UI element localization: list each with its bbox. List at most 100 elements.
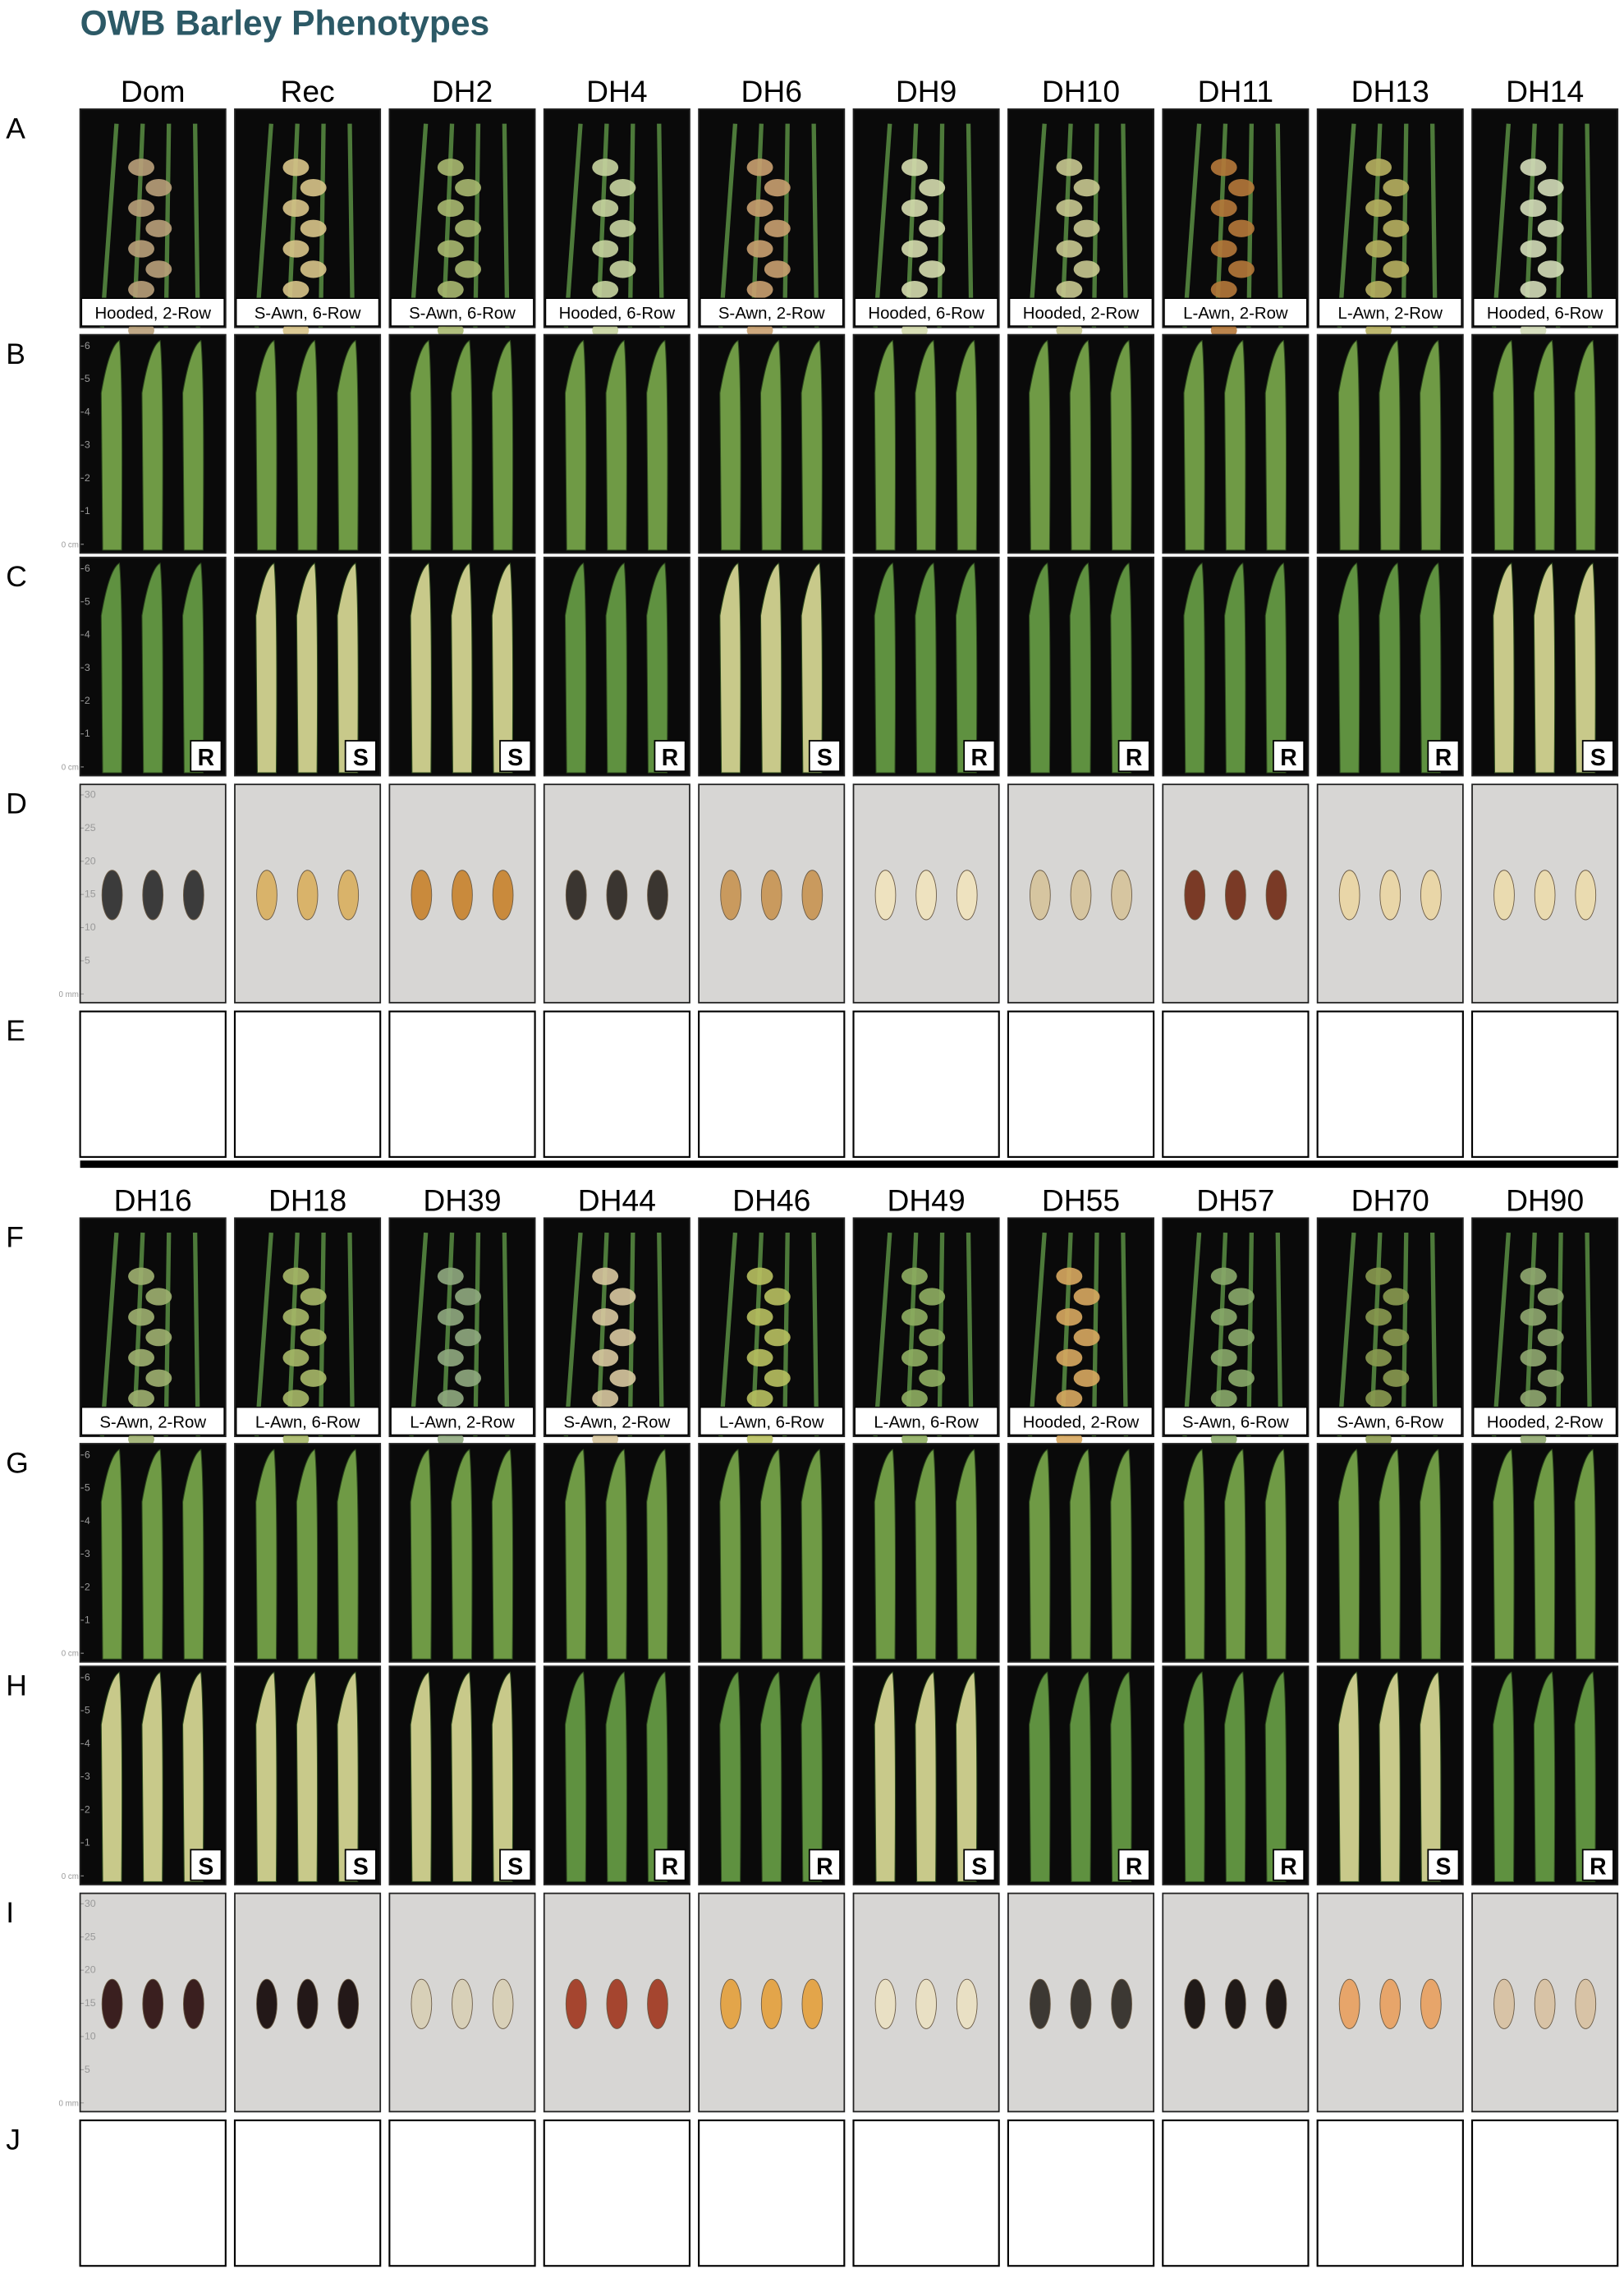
leaf-photo bbox=[543, 1443, 690, 1663]
stem bbox=[1429, 123, 1438, 328]
spikelet bbox=[901, 1389, 928, 1408]
scale-label: 25 bbox=[85, 822, 96, 834]
scale-label: 3 bbox=[85, 662, 90, 673]
rust-badge bbox=[190, 1849, 222, 1881]
scale-label: 4 bbox=[85, 1738, 90, 1749]
seed-photo bbox=[1162, 783, 1310, 1004]
empty-box bbox=[1162, 1010, 1310, 1158]
leaf bbox=[296, 1449, 319, 1660]
spikelet bbox=[1365, 240, 1392, 258]
leaf bbox=[915, 1449, 937, 1660]
phenotype-label: L-Awn, 2-Row bbox=[1183, 305, 1288, 323]
rust-photo: S bbox=[234, 1665, 382, 1885]
leaf bbox=[801, 339, 823, 551]
leaf bbox=[759, 339, 782, 551]
seed bbox=[565, 1978, 587, 2029]
spikelet bbox=[919, 1288, 946, 1306]
rust-score: R bbox=[971, 745, 988, 771]
rust-photo: R bbox=[543, 1665, 690, 1885]
phenotype-box bbox=[1163, 1406, 1308, 1436]
seed bbox=[101, 1978, 123, 2029]
figure-title: OWB Barley Phenotypes bbox=[80, 4, 490, 44]
scale-label: 0 cm bbox=[62, 1872, 79, 1881]
spikelet bbox=[746, 199, 773, 218]
row-label: J bbox=[6, 2123, 21, 2156]
line-name: DH11 bbox=[1198, 74, 1273, 108]
spikelet bbox=[609, 1328, 636, 1347]
spikelet bbox=[437, 281, 464, 299]
leaf bbox=[1574, 562, 1596, 774]
rust-badge bbox=[654, 740, 686, 773]
empty-box bbox=[1007, 1010, 1155, 1158]
leaf bbox=[801, 562, 823, 774]
rust-badge bbox=[808, 740, 841, 773]
leaf bbox=[491, 339, 514, 551]
leaf-photo bbox=[1471, 1443, 1619, 1663]
spike-photo: Hooded, 2-Row bbox=[1471, 1217, 1619, 1449]
photo-frame bbox=[1471, 1217, 1619, 1438]
leaf-photo bbox=[388, 1443, 536, 1663]
spikelet bbox=[1520, 281, 1547, 299]
seed bbox=[142, 870, 164, 921]
seed bbox=[452, 1978, 473, 2029]
leaf-photo bbox=[698, 333, 846, 554]
line-name: DH57 bbox=[1196, 1183, 1274, 1217]
row-label: B bbox=[6, 338, 25, 370]
spikelet bbox=[282, 240, 310, 258]
leaf bbox=[182, 339, 204, 551]
leaf bbox=[410, 1671, 432, 1882]
leaf bbox=[915, 1671, 937, 1882]
leaf bbox=[759, 1449, 782, 1660]
spikelet bbox=[128, 158, 154, 177]
rust-score: S bbox=[507, 1854, 523, 1881]
phenotype-box bbox=[390, 1406, 534, 1436]
row-label: C bbox=[6, 560, 27, 593]
rust-score: S bbox=[1435, 1854, 1451, 1881]
line-name: DH9 bbox=[896, 74, 957, 108]
scale-label: 6 bbox=[85, 1671, 90, 1683]
scale-label: 4 bbox=[85, 406, 90, 417]
seed bbox=[1420, 870, 1442, 921]
photo-frame bbox=[388, 1217, 536, 1438]
leaf bbox=[1264, 1449, 1287, 1660]
leaf-photo bbox=[852, 333, 1000, 554]
leaf bbox=[100, 339, 123, 551]
seed-photo bbox=[698, 783, 846, 1004]
leaf bbox=[564, 1671, 587, 1882]
leaf bbox=[1574, 1449, 1596, 1660]
stem bbox=[192, 1232, 200, 1437]
seed-photo bbox=[698, 1892, 846, 2113]
line-name: DH13 bbox=[1351, 74, 1429, 108]
leaf-photo bbox=[388, 333, 536, 554]
spikelet bbox=[1056, 158, 1083, 177]
leaf bbox=[1493, 562, 1515, 774]
spike-photo: Hooded, 2-Row bbox=[1007, 1217, 1154, 1449]
empty-box bbox=[698, 1010, 846, 1158]
spikelet bbox=[1383, 1288, 1410, 1306]
spikelet bbox=[145, 260, 172, 278]
scale-label: 10 bbox=[85, 2031, 96, 2042]
leaf bbox=[296, 562, 319, 774]
spikelet bbox=[1210, 158, 1237, 177]
leaf bbox=[296, 339, 319, 551]
row-label: I bbox=[6, 1896, 14, 1929]
stem bbox=[254, 123, 273, 328]
leaf bbox=[255, 562, 278, 774]
spikelet bbox=[1365, 1389, 1392, 1408]
stem bbox=[1275, 123, 1283, 328]
phenotype-box bbox=[390, 297, 534, 327]
spikelet bbox=[282, 158, 310, 177]
stem bbox=[1121, 123, 1129, 328]
photo-frame bbox=[852, 108, 1000, 328]
seed bbox=[1493, 870, 1515, 921]
spikelet bbox=[300, 178, 327, 197]
phenotype-box bbox=[80, 297, 225, 327]
spikelet bbox=[592, 1267, 619, 1285]
leaf-photo bbox=[1471, 333, 1619, 554]
spikelet bbox=[1520, 240, 1547, 258]
seed bbox=[101, 870, 123, 921]
spikelet bbox=[919, 219, 946, 237]
spikelet bbox=[1365, 1308, 1392, 1326]
rust-score: R bbox=[816, 1854, 833, 1881]
